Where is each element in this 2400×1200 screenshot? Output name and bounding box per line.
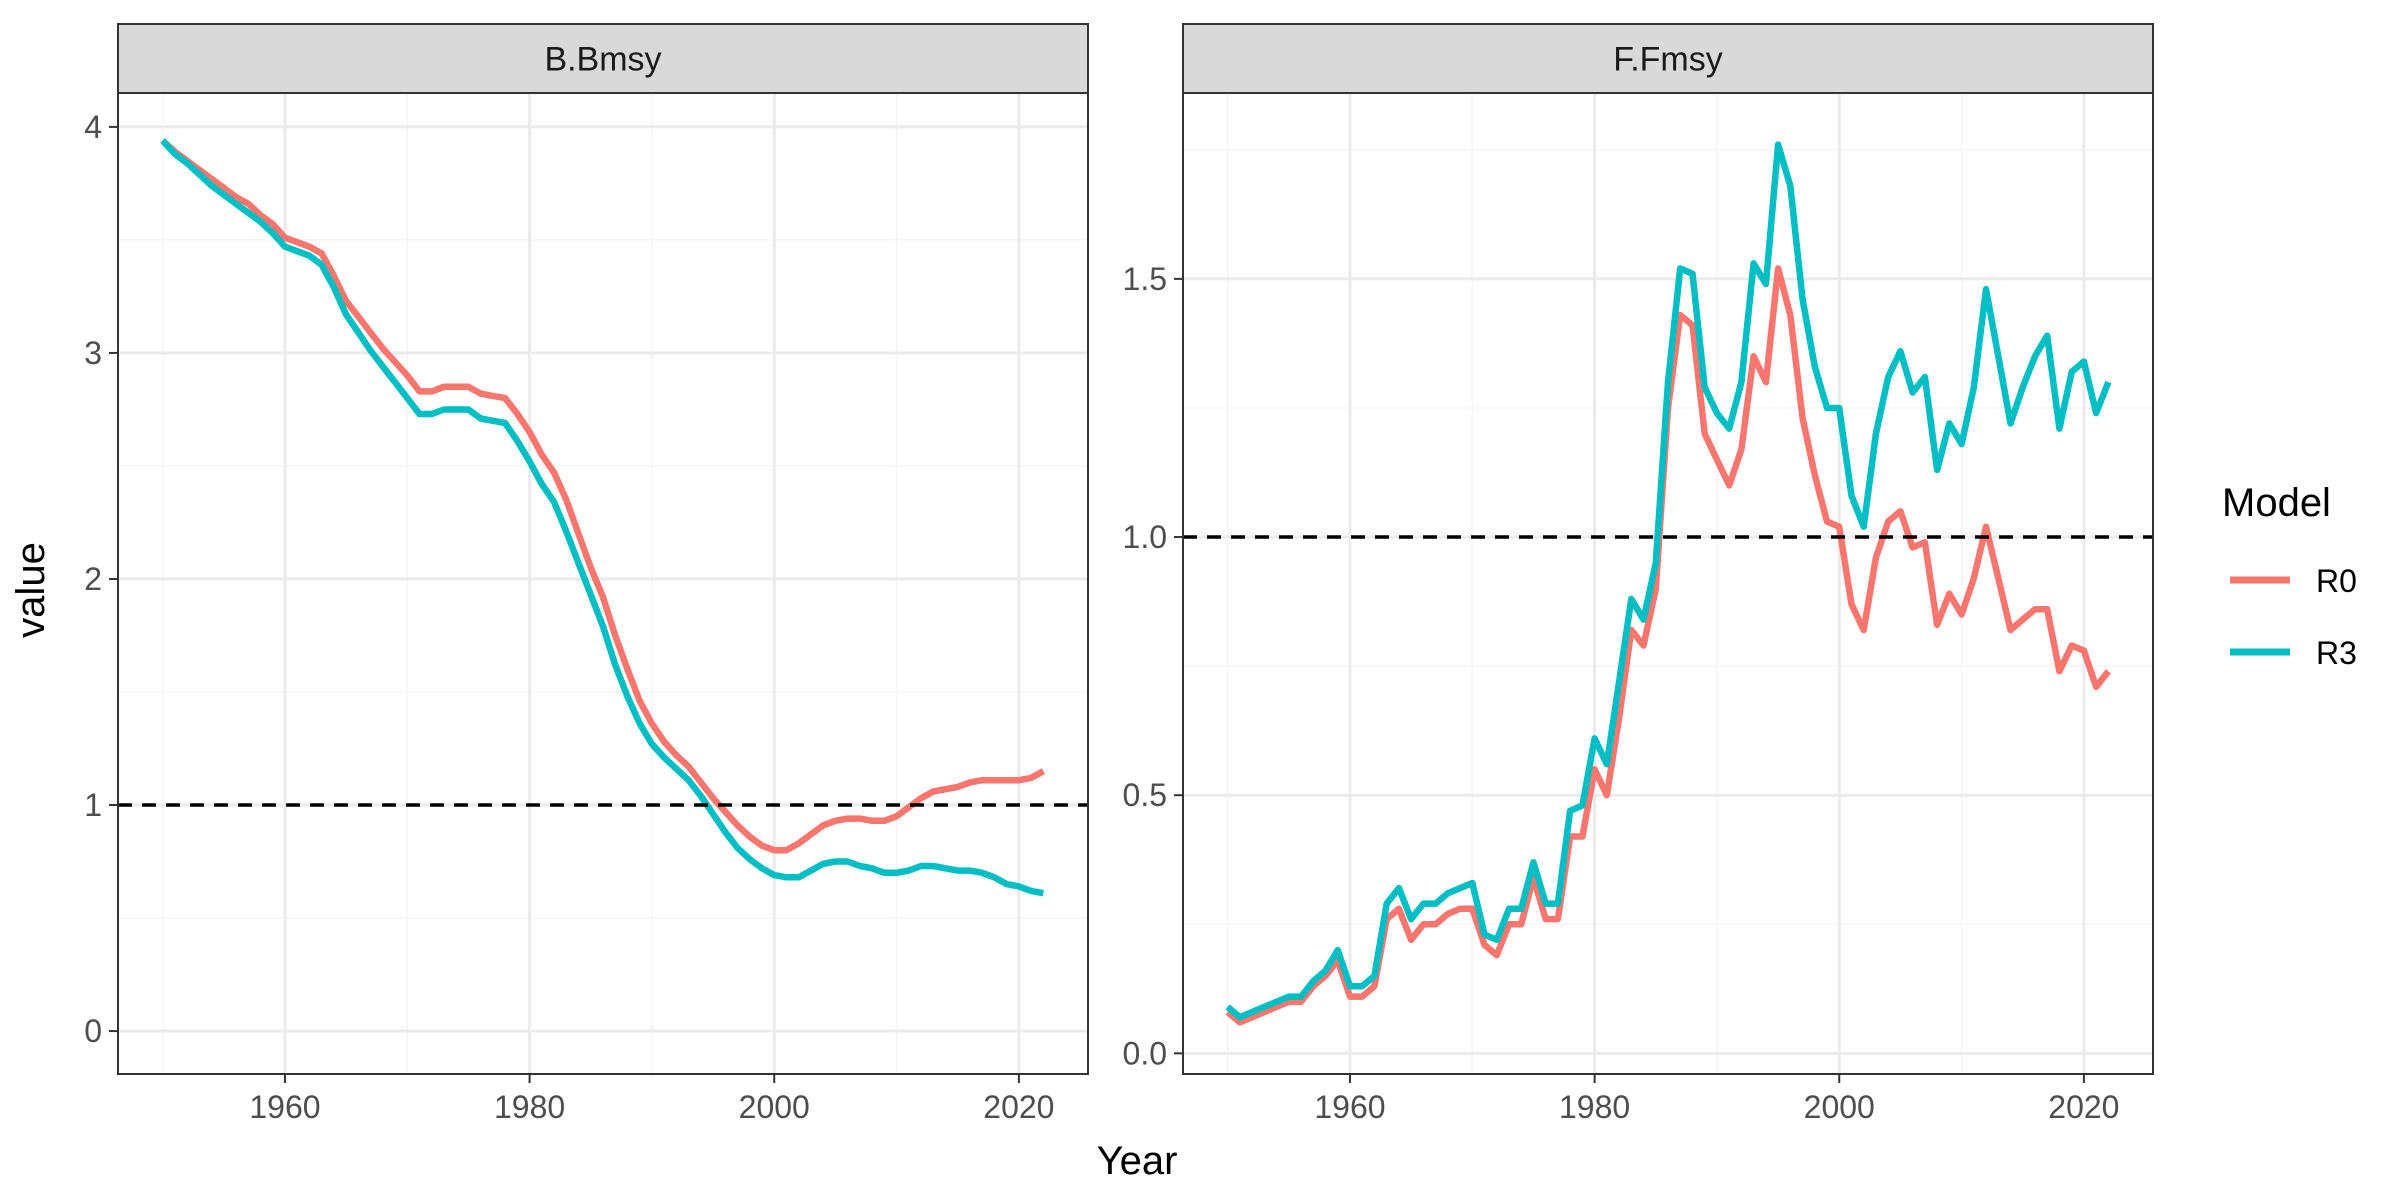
x-tick-label: 1980 — [1559, 1089, 1630, 1125]
panel-ffmsy: F.Fmsy 0.0 0.5 1.0 1.5 1960 1980 2000 2020 — [1123, 23, 2154, 1125]
x-tick-label: 1960 — [249, 1089, 320, 1125]
facet-strip — [117, 23, 1089, 94]
y-tick-label: 2 — [84, 561, 102, 597]
x-tick-label: 1960 — [1314, 1089, 1385, 1125]
series-line-r3 — [160, 138, 1044, 897]
x-tick-label: 2020 — [983, 1089, 1054, 1125]
facet-strip — [1182, 23, 2154, 94]
x-tick-label: 2000 — [739, 1089, 810, 1125]
facet-strip-label: F.Fmsy — [1613, 41, 1723, 79]
y-axis-title: value — [9, 542, 53, 638]
series-line-r0 — [160, 138, 1045, 854]
legend-title: Model — [2222, 481, 2331, 525]
panel-bbmsy: B.Bmsy 0 1 2 3 4 1960 1980 2000 2020 — [84, 23, 1089, 1125]
x-tick-label: 2020 — [2048, 1089, 2119, 1125]
panel-background — [1183, 93, 2153, 1074]
y-tick-label: 4 — [84, 109, 102, 145]
panel-border — [1182, 92, 2154, 1075]
x-tick-label: 2000 — [1804, 1089, 1875, 1125]
y-tick-label: 1.5 — [1123, 261, 1167, 297]
legend-label-r0: R0 — [2316, 563, 2357, 599]
panel-background — [118, 93, 1088, 1074]
y-tick-label: 0.5 — [1123, 777, 1167, 813]
facet-strip-label: B.Bmsy — [544, 41, 661, 79]
y-tick-label: 1 — [84, 787, 102, 823]
x-axis-title: Year — [1097, 1139, 1178, 1183]
y-tick-label: 0 — [84, 1013, 102, 1049]
y-tick-label: 1.0 — [1123, 519, 1167, 555]
series-line-r3 — [1225, 141, 2112, 1021]
legend-label-r3: R3 — [2316, 635, 2357, 671]
y-tick-label: 3 — [84, 335, 102, 371]
panel-border — [117, 92, 1089, 1075]
y-tick-label: 0.0 — [1123, 1035, 1167, 1071]
legend: Model R0 R3 — [2222, 481, 2357, 671]
x-tick-label: 1980 — [494, 1089, 565, 1125]
